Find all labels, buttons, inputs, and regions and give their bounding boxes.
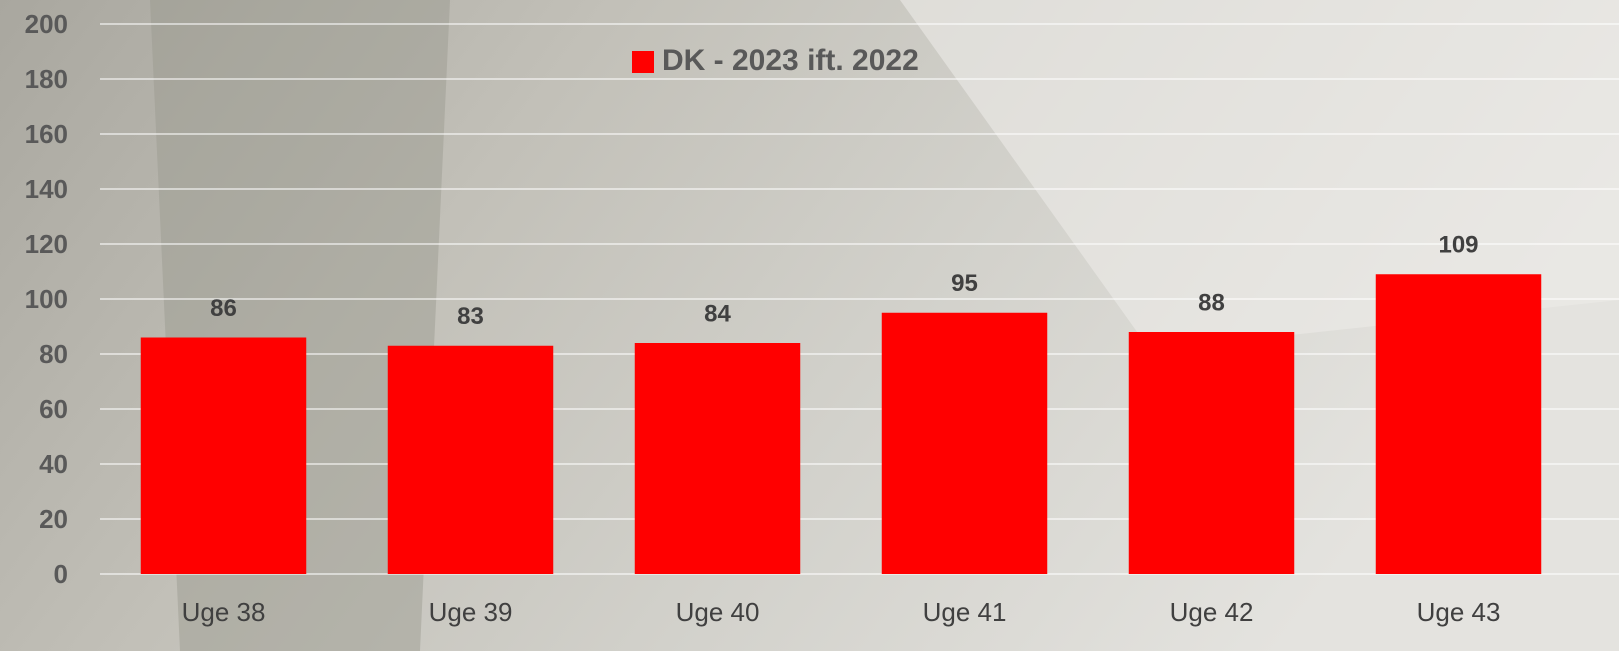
y-tick-label: 160 bbox=[25, 119, 68, 149]
bar bbox=[635, 343, 800, 574]
y-tick-label: 40 bbox=[39, 449, 68, 479]
data-label: 84 bbox=[704, 300, 731, 327]
x-tick-label: Uge 40 bbox=[676, 597, 760, 627]
y-tick-label: 120 bbox=[25, 229, 68, 259]
data-label: 95 bbox=[951, 270, 978, 297]
y-tick-label: 180 bbox=[25, 64, 68, 94]
data-label: 109 bbox=[1438, 232, 1478, 259]
y-tick-label: 100 bbox=[25, 284, 68, 314]
x-tick-label: Uge 41 bbox=[923, 597, 1007, 627]
x-tick-label: Uge 39 bbox=[429, 597, 513, 627]
legend-label: DK - 2023 ift. 2022 bbox=[662, 44, 919, 77]
x-tick-label: Uge 43 bbox=[1417, 597, 1501, 627]
y-tick-label: 140 bbox=[25, 174, 68, 204]
x-tick-label: Uge 38 bbox=[182, 597, 266, 627]
bar bbox=[1129, 332, 1294, 574]
bar bbox=[1376, 274, 1541, 574]
y-tick-label: 200 bbox=[25, 9, 68, 39]
y-tick-label: 20 bbox=[39, 504, 68, 534]
bar bbox=[882, 313, 1047, 574]
y-tick-label: 0 bbox=[54, 559, 68, 589]
bar bbox=[141, 338, 306, 575]
x-tick-label: Uge 42 bbox=[1170, 597, 1254, 627]
chart: 0 20 40 60 80 100 120 140 160 180 200 Uge 38 Uge 39 U… bbox=[0, 0, 1619, 651]
bar bbox=[388, 346, 553, 574]
data-label: 86 bbox=[210, 295, 237, 322]
y-tick-label: 60 bbox=[39, 394, 68, 424]
y-tick-label: 80 bbox=[39, 339, 68, 369]
data-label: 83 bbox=[457, 303, 484, 330]
legend-swatch bbox=[632, 51, 654, 73]
data-label: 88 bbox=[1198, 289, 1225, 316]
